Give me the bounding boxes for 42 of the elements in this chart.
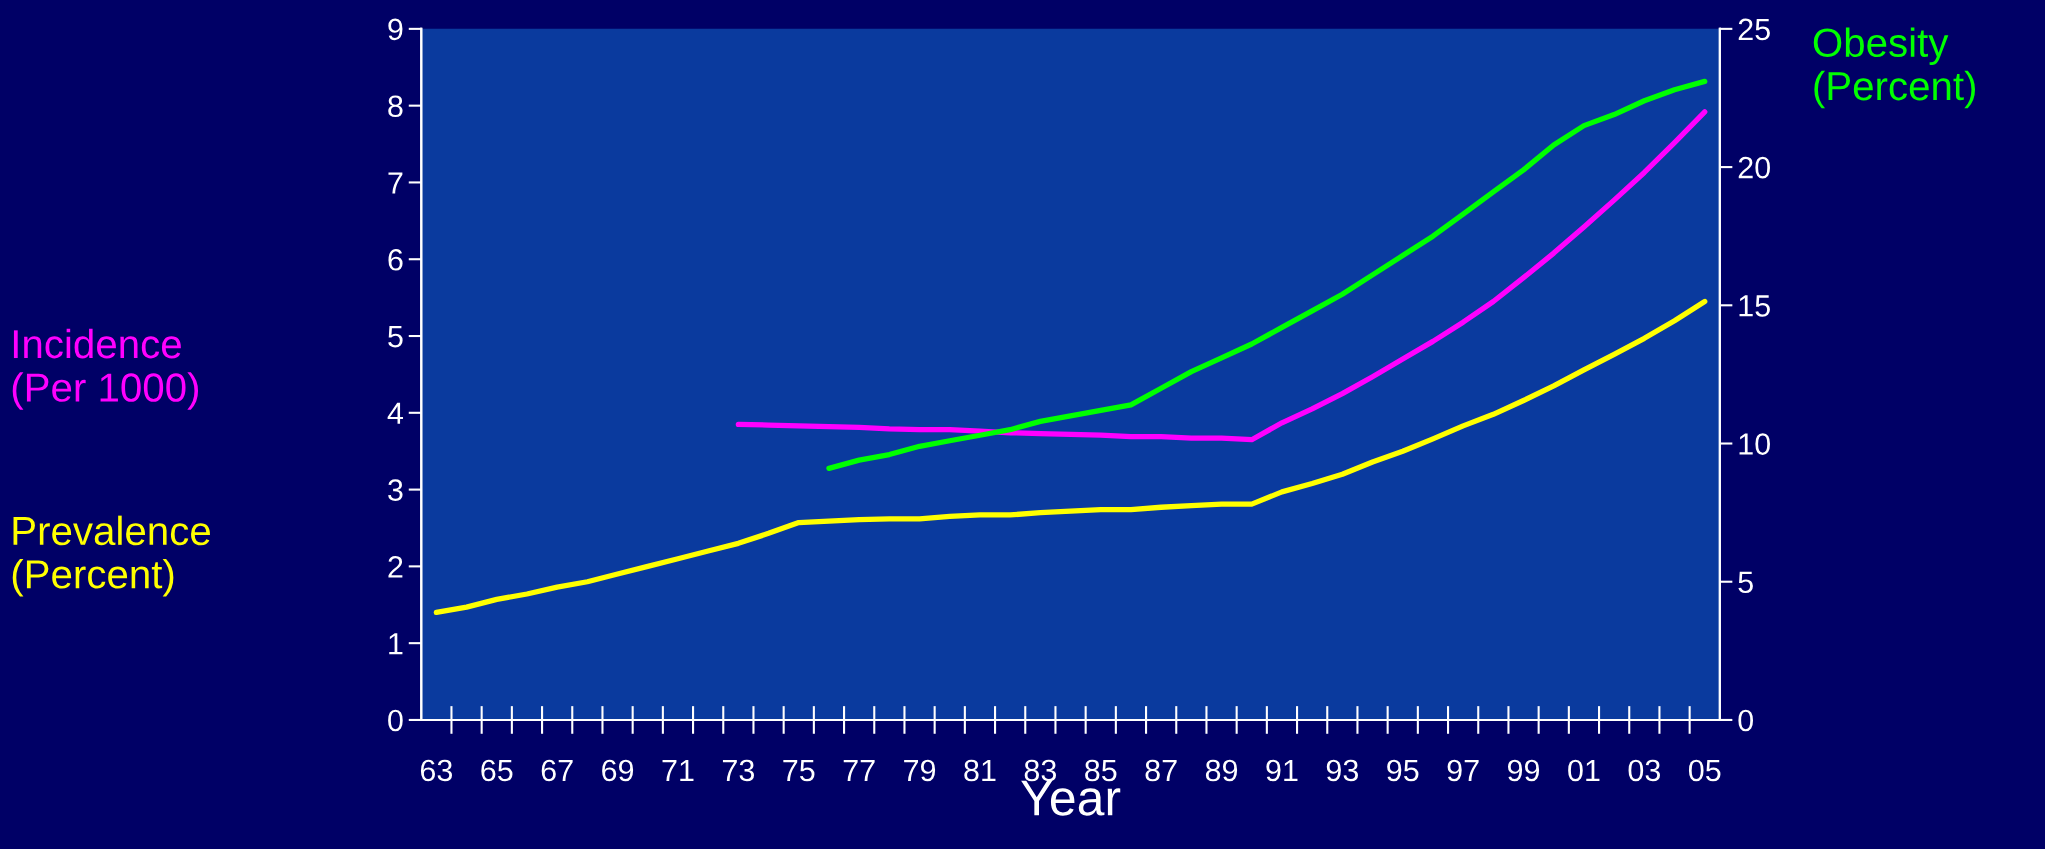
x-tick-label: 05 <box>1688 759 1721 782</box>
x-tick-label: 93 <box>1326 759 1358 782</box>
text: Incidence (Per 1000) <box>12 328 199 410</box>
x-tick-label: 03 <box>1628 759 1660 782</box>
y-tick-label: 7 <box>388 172 403 194</box>
x-tick-label: 69 <box>602 759 634 782</box>
x-tick-label: 85 <box>1085 759 1117 782</box>
x-tick-label: 77 <box>843 759 875 781</box>
x-tick-label: 95 <box>1387 759 1419 782</box>
x-tick-label: 75 <box>783 759 815 782</box>
x-tick-label: 81 <box>964 759 996 782</box>
x-tick-label: 63 <box>420 759 453 782</box>
x-tick-label: 91 <box>1266 759 1298 782</box>
y-tick-label: 5 <box>388 326 403 348</box>
x-tick-label: 99 <box>1507 759 1540 782</box>
y-tick-label: 6 <box>388 248 403 271</box>
x-tick-label: 67 <box>541 759 573 782</box>
y2-tick-label: 5 <box>1738 571 1753 594</box>
y-tick-label: 8 <box>388 95 403 118</box>
y-tick-label: 9 <box>388 18 403 41</box>
x-tick-label: 89 <box>1205 759 1238 782</box>
y-tick-label: 4 <box>387 402 404 424</box>
x-tick-label: 97 <box>1447 759 1479 782</box>
y2-tick-label: 10 <box>1739 433 1770 455</box>
y2-tick-label: 25 <box>1738 18 1770 41</box>
y-tick-label: 0 <box>388 709 403 732</box>
x-tick-label: 79 <box>904 759 936 782</box>
x-tick-label: 73 <box>722 759 755 782</box>
y2-tick-label: 15 <box>1739 295 1770 317</box>
y-tick-label: 3 <box>388 479 403 501</box>
x-tick-label: 01 <box>1568 759 1600 782</box>
x-tick-label: 87 <box>1145 759 1177 782</box>
text: Prevalence (Percent) <box>12 515 210 597</box>
x-axis-title: Year <box>1021 780 1121 816</box>
x-tick-label: 71 <box>662 759 694 781</box>
x-tick-label: 65 <box>481 759 513 782</box>
x-tick-label: 83 <box>1024 759 1057 782</box>
y-tick-label: 1 <box>389 633 403 655</box>
y2-tick-label: 20 <box>1738 156 1770 179</box>
text: Obesity (Percent) <box>1813 27 1975 109</box>
y-tick-label: 2 <box>388 556 403 578</box>
y2-tick-label: 0 <box>1738 709 1753 732</box>
